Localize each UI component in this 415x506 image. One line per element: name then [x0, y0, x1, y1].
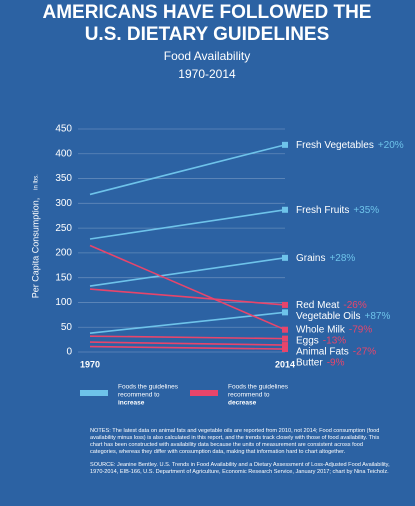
end-marker [282, 141, 288, 148]
series-change: -9% [327, 357, 345, 368]
series-label: Grains +28% [296, 252, 355, 263]
series-label: Animal Fats -27% [296, 346, 376, 357]
y-tick-label: 100 [55, 297, 72, 308]
series-name: Vegetable Oils [296, 311, 361, 322]
series-label: Fresh Vegetables +20% [296, 139, 404, 150]
note: SOURCE: Jeanine Bentley. U.S. Trends in … [90, 462, 390, 475]
legend-swatch [190, 390, 218, 396]
y-tick-label: 0 [66, 347, 72, 358]
series-line [89, 335, 286, 340]
series-name: Fresh Fruits [296, 204, 349, 215]
end-marker [282, 326, 288, 333]
series-change: +87% [365, 311, 391, 322]
series-line [89, 311, 286, 334]
series-name: Red Meat [296, 300, 340, 311]
series-change: -27% [353, 346, 376, 357]
series-name: Animal Fats [296, 346, 349, 357]
end-marker [282, 335, 288, 342]
series-line [89, 208, 286, 240]
series-line [89, 341, 286, 346]
series-change: -13% [323, 335, 346, 346]
y-tick-label: 250 [55, 223, 72, 234]
legend-label: decrease [228, 400, 257, 407]
legend-swatch [80, 390, 108, 396]
x-tick-label: 2014 [275, 359, 295, 369]
series-label: Fresh Fruits +35% [296, 204, 379, 215]
series-name: Whole Milk [296, 324, 346, 335]
series-line [89, 345, 286, 350]
y-tick-label: 200 [55, 248, 72, 259]
series-label: Vegetable Oils +87% [296, 311, 390, 322]
chart-subtitle: 1970-2014 [178, 67, 236, 81]
note: NOTES: The latest data on animal fats an… [90, 428, 380, 455]
notes: NOTES: The latest data on animal fats an… [90, 428, 390, 482]
y-tick-label: 350 [55, 173, 72, 184]
chart-title: AMERICANS HAVE FOLLOWED THE [43, 2, 372, 23]
end-marker [282, 254, 288, 261]
legend-label: recommend to [118, 392, 160, 399]
chart-subtitle: Food Availability [164, 49, 251, 63]
y-tick-label: 400 [55, 148, 72, 159]
series-label: Red Meat -26% [296, 300, 367, 311]
series-name: Butter [296, 357, 323, 368]
end-marker [282, 301, 288, 308]
series-line [89, 257, 286, 287]
series-change: -26% [343, 300, 366, 311]
series-name: Fresh Vegetables [296, 139, 374, 150]
y-tick-label: 450 [55, 124, 72, 135]
y-tick-label: 150 [55, 272, 72, 283]
series-line [89, 144, 286, 196]
y-axis-label: Per Capita Consumption, [30, 198, 40, 299]
series-change: -79% [349, 324, 372, 335]
series-label: Butter -9% [296, 357, 345, 368]
series-label: Eggs -13% [296, 335, 346, 346]
x-tick-label: 1970 [80, 359, 100, 369]
series-label: Whole Milk -79% [296, 324, 372, 335]
y-axis-unit: in lbs. [34, 174, 40, 190]
y-tick-label: 300 [55, 198, 72, 209]
legend-label: Foods the guidelines [118, 384, 179, 391]
y-tick-label: 50 [61, 322, 73, 333]
series-change: +20% [378, 139, 404, 150]
legend-label: increase [118, 400, 145, 407]
end-marker [282, 346, 288, 353]
chart-title: U.S. DIETARY GUIDELINES [85, 24, 330, 45]
legend-label: recommend to [228, 392, 270, 399]
end-marker [282, 309, 288, 316]
series-line [89, 288, 286, 306]
end-marker [282, 342, 288, 349]
end-marker [282, 206, 288, 213]
series-line [89, 244, 286, 331]
series-name: Eggs [296, 335, 319, 346]
legend-label: Foods the guidelines [228, 384, 289, 391]
series-name: Grains [296, 252, 325, 263]
series-change: +28% [329, 252, 355, 263]
series-change: +35% [353, 204, 379, 215]
